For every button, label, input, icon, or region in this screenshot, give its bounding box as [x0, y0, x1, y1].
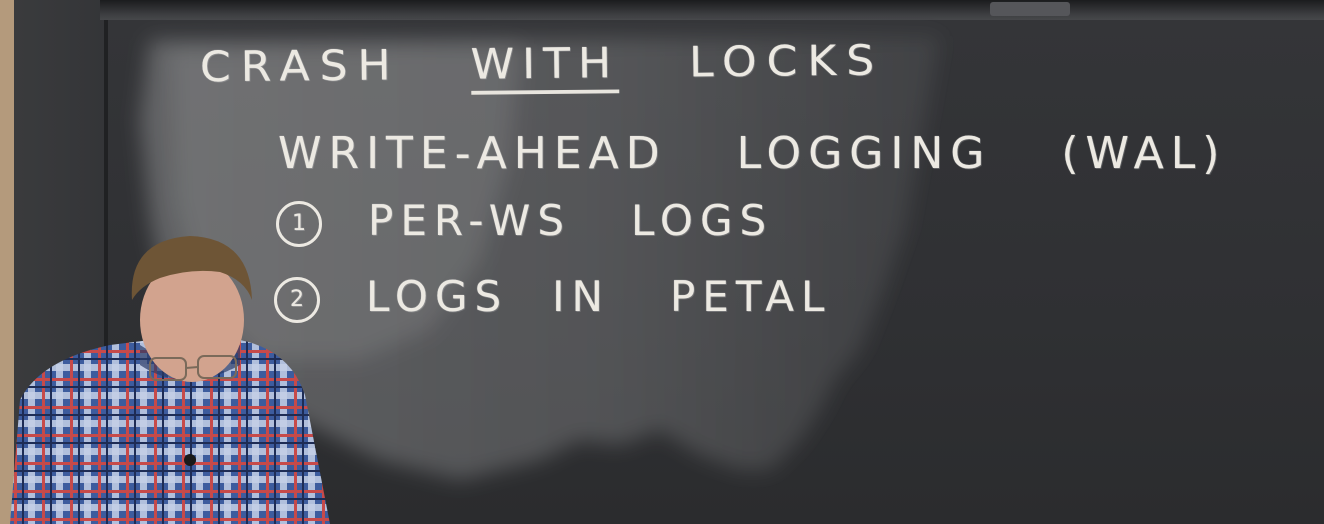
item-1-word-2: LOGS	[631, 196, 774, 245]
board-item-2: 2 LOGS IN PETAL	[274, 272, 831, 323]
item-1-number: 1	[276, 200, 322, 247]
lecturer-face	[140, 258, 244, 382]
subtitle-word-2: LOGGING	[736, 128, 992, 179]
board-subtitle: WRITE-AHEAD LOGGING (WAL)	[278, 128, 1226, 179]
item-2-word-3: PETAL	[669, 272, 832, 321]
item-2-word-2: IN	[552, 272, 610, 321]
subtitle-word-3: (WAL)	[1061, 128, 1227, 179]
board-item-1: 1 PER-WS LOGS	[276, 196, 773, 247]
lecturer-shirt	[10, 340, 330, 524]
item-2-number: 2	[274, 276, 320, 323]
board-top-rail	[100, 0, 1324, 20]
item-2-word-1: LOGS	[366, 272, 509, 321]
glasses-icon	[149, 355, 237, 381]
board-frame-edge	[104, 20, 110, 524]
subtitle-word-1: WRITE-AHEAD	[278, 128, 667, 179]
rail-clip	[990, 2, 1070, 16]
item-1-word-1: PER-WS	[368, 196, 571, 245]
lapel-mic-icon	[184, 454, 196, 466]
lecturer-hair	[131, 236, 252, 300]
